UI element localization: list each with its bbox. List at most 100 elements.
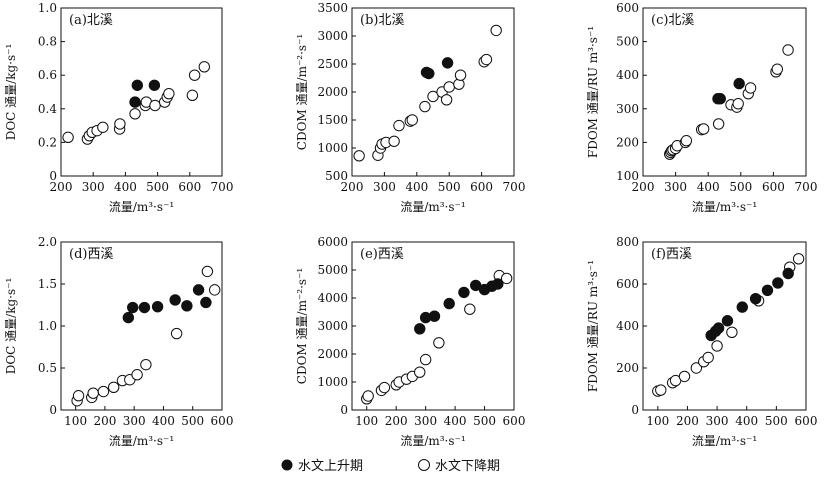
- data-point-rising: [193, 285, 203, 295]
- y-tick-label: 500: [325, 169, 348, 183]
- x-tick-label: 700: [795, 180, 818, 194]
- y-tick-label: 0: [49, 403, 57, 417]
- data-point-rising: [139, 302, 149, 312]
- y-tick-label: 0.8: [38, 35, 57, 49]
- data-point-falling: [202, 266, 212, 276]
- data-point-rising: [715, 94, 725, 104]
- y-tick-label: 0: [340, 403, 348, 417]
- y-tick-label: 6000: [317, 235, 348, 249]
- data-point-rising: [415, 324, 425, 334]
- y-tick-label: 2.0: [38, 235, 57, 249]
- chart-legend: 水文上升期 水文下降期: [282, 459, 501, 474]
- x-tick-label: 500: [181, 414, 204, 428]
- data-point-falling: [434, 338, 444, 348]
- x-tick-label: 600: [178, 180, 201, 194]
- data-point-rising: [128, 302, 138, 312]
- x-tick-label: 600: [470, 180, 493, 194]
- y-axis-label: FDOM 通量/RU m³·s⁻¹: [586, 26, 600, 158]
- y-tick-label: 200: [616, 135, 639, 149]
- x-tick-label: 500: [438, 180, 461, 194]
- y-tick-label: 3000: [317, 319, 348, 333]
- x-tick-label: 400: [444, 414, 467, 428]
- y-tick-label: 3500: [317, 1, 348, 15]
- y-tick-label: 400: [616, 319, 639, 333]
- panel-label: (c)北溪: [651, 13, 694, 28]
- y-tick-label: 200: [616, 361, 639, 375]
- data-point-falling: [698, 124, 708, 134]
- data-point-falling: [420, 354, 430, 364]
- data-point-falling: [793, 254, 803, 264]
- data-point-rising: [424, 68, 434, 78]
- x-tick-label: 300: [123, 414, 146, 428]
- data-point-rising: [737, 302, 747, 312]
- data-point-rising: [429, 311, 439, 321]
- x-tick-label: 600: [211, 414, 234, 428]
- y-axis-label: DOC 通量/kg·s⁻¹: [4, 278, 18, 375]
- x-tick-label: 600: [762, 180, 785, 194]
- data-point-falling: [713, 119, 723, 129]
- data-point-rising: [201, 297, 211, 307]
- data-point-falling: [394, 120, 404, 130]
- data-point-falling: [389, 136, 399, 146]
- x-tick-label: 500: [765, 414, 788, 428]
- data-point-falling: [189, 70, 199, 80]
- x-tick-label: 100: [64, 414, 87, 428]
- data-point-falling: [164, 88, 174, 98]
- y-tick-label: 5000: [317, 263, 348, 277]
- panel-1: 200 300 400 500 600 700 0 0.2 0.4 0.6 0.8 1.0 (a)北溪流…: [4, 1, 233, 214]
- data-point-falling: [727, 327, 737, 337]
- data-point-falling: [441, 95, 451, 105]
- y-tick-label: 400: [616, 68, 639, 82]
- y-tick-label: 0.4: [38, 102, 57, 116]
- data-point-rising: [130, 97, 140, 107]
- x-tick-label: 300: [664, 180, 687, 194]
- y-tick-label: 600: [616, 277, 639, 291]
- y-tick-label: 1.5: [38, 277, 57, 291]
- y-tick-label: 1.0: [38, 319, 57, 333]
- x-tick-label: 600: [795, 414, 818, 428]
- legend-marker-falling: [419, 460, 430, 471]
- x-axis-label: 流量/m³·s⁻¹: [109, 200, 174, 214]
- panel-6: 100 200 300 400 500 6000200400600800(f)西溪流量/m…: [586, 235, 817, 448]
- x-tick-label: 500: [146, 180, 169, 194]
- data-point-falling: [363, 391, 373, 401]
- y-tick-label: 0: [631, 403, 639, 417]
- panel-2: 200 300 400 500 600 700 500 1000 1500 2000 2500 300…: [295, 1, 525, 214]
- x-tick-label: 400: [735, 414, 758, 428]
- data-point-rising: [713, 323, 723, 333]
- x-tick-label: 200: [676, 414, 699, 428]
- y-tick-label: 300: [616, 102, 639, 116]
- data-point-rising: [132, 80, 142, 90]
- x-tick-label: 400: [152, 414, 175, 428]
- data-point-falling: [354, 151, 364, 161]
- y-axis-label: FDOM 通量/RU m³·s⁻¹: [586, 260, 600, 392]
- data-point-falling: [88, 388, 98, 398]
- panel-4: 100 200 300 400 500 600 0 0.5 1.0 1.5 2.0 (d)西溪流量/m…: [4, 235, 233, 448]
- y-axis-label: CDOM 通量/m⁻²·s⁻¹: [295, 268, 309, 384]
- x-tick-label: 500: [473, 414, 496, 428]
- data-point-falling: [703, 352, 713, 362]
- x-tick-label: 700: [211, 180, 234, 194]
- data-point-falling: [415, 367, 425, 377]
- x-tick-label: 400: [405, 180, 428, 194]
- x-tick-label: 400: [697, 180, 720, 194]
- data-point-falling: [656, 385, 666, 395]
- data-point-falling: [491, 25, 501, 35]
- panel-5: 100 200 300 400 500 6000100020003000400050006…: [295, 235, 525, 448]
- y-tick-label: 800: [616, 235, 639, 249]
- panel-label: (b)北溪: [360, 13, 404, 28]
- x-axis-label: 流量/m³·s⁻¹: [109, 434, 174, 448]
- data-point-falling: [199, 62, 209, 72]
- data-point-rising: [773, 278, 783, 288]
- panel-label: (e)西溪: [360, 247, 404, 262]
- x-tick-label: 300: [373, 180, 396, 194]
- data-point-falling: [187, 90, 197, 100]
- x-tick-label: 700: [503, 180, 526, 194]
- x-tick-label: 300: [414, 414, 437, 428]
- data-point-falling: [712, 341, 722, 351]
- data-point-falling: [679, 371, 689, 381]
- data-point-falling: [171, 328, 181, 338]
- y-tick-label: 0: [49, 169, 57, 183]
- data-point-rising: [750, 294, 760, 304]
- x-axis-label: 流量/m³·s⁻¹: [400, 434, 465, 448]
